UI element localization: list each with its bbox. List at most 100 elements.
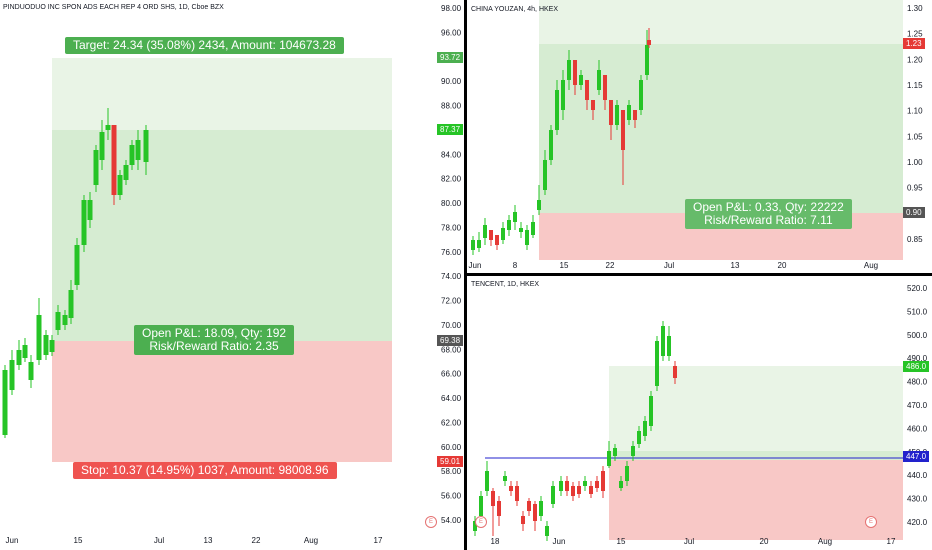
- y-tick-label: 500.0: [907, 331, 928, 340]
- pane-divider-vertical[interactable]: [464, 0, 467, 550]
- x-tick-label: Jun: [553, 537, 566, 546]
- pane-divider-horizontal[interactable]: [467, 273, 932, 276]
- pnl-label: Open P&L: 0.33, Qty: 22222 Risk/Reward R…: [685, 199, 852, 229]
- profit-zone: [52, 130, 392, 341]
- candle-body: [473, 521, 477, 531]
- candle-body: [87, 200, 93, 220]
- chart-canvas-tencent[interactable]: 18 Jun 15 Jul 20 Aug 17: [467, 276, 903, 550]
- loss-zone: [52, 341, 392, 462]
- price-axis-left[interactable]: 98.0096.0092.0090.0088.0086.0084.0082.00…: [437, 0, 464, 550]
- chart-title: TENCENT, 1D, HKEX: [471, 281, 540, 288]
- x-tick-label: 20: [760, 537, 769, 546]
- chart-canvas-pinduoduo[interactable]: Jun 15 Jul 13 22 Aug 17: [0, 0, 437, 550]
- pnl-label: Open P&L: 18.09, Qty: 192 Risk/Reward Ra…: [134, 325, 295, 355]
- candle-body: [497, 501, 501, 516]
- earnings-icon[interactable]: E: [425, 516, 437, 528]
- y-tick-label: 84.00: [441, 150, 462, 159]
- candle-body: [503, 476, 507, 481]
- candle-body: [561, 80, 565, 110]
- y-tick-label: 90.00: [441, 77, 462, 86]
- chart-pane-pinduoduo[interactable]: Jun 15 Jul 13 22 Aug 17 PINDUODUO INC SPON ADS…: [0, 0, 437, 550]
- x-axis: Jun 15 Jul 13 22 Aug 17: [6, 536, 383, 545]
- candle-body: [549, 130, 553, 160]
- candle-body: [2, 370, 8, 435]
- x-tick-label: Jun: [6, 536, 19, 545]
- pnl-line2: Risk/Reward Ratio: 7.11: [704, 213, 833, 227]
- y-tick-label: 440.0: [907, 471, 928, 480]
- x-tick-label: 8: [513, 261, 518, 270]
- candle-body: [571, 486, 575, 496]
- candle-body: [129, 145, 135, 165]
- candle-body: [601, 471, 605, 491]
- candle-body: [633, 110, 637, 120]
- candle-body: [539, 501, 543, 516]
- y-axis-bottom-right: 520.0510.0500.0490.0480.0470.0460.0450.0…: [907, 284, 928, 527]
- y-tick-label: 72.00: [441, 297, 462, 306]
- x-tick-label: Aug: [818, 537, 832, 546]
- candle-body: [36, 315, 42, 360]
- candle-body: [643, 421, 647, 436]
- y-tick-label: 1.10: [907, 107, 923, 116]
- candle-body: [645, 45, 649, 75]
- candle-body: [117, 175, 123, 195]
- chart-pane-china-youzan[interactable]: Jun 8 15 22 Jul 13 20 Aug CHINA YOUZAN, 4h, HKE…: [467, 0, 903, 273]
- y-tick-label: 1.15: [907, 81, 923, 90]
- y-tick-label: 0.95: [907, 184, 923, 193]
- y-tick-label: 1.05: [907, 132, 923, 141]
- y-tick-label: 80.00: [441, 199, 462, 208]
- candle-body: [527, 501, 531, 511]
- y-tick-label: 62.00: [441, 418, 462, 427]
- y-tick-label: 420.0: [907, 518, 928, 527]
- candle-body: [483, 225, 487, 238]
- candle-body: [565, 481, 569, 491]
- current-price-tag: 486.0: [903, 361, 930, 372]
- candle-body: [533, 504, 537, 521]
- stop-price-tag: 59.01: [437, 456, 464, 467]
- candle-body: [525, 230, 529, 245]
- y-tick-label: 98.00: [441, 4, 462, 13]
- current-price-tag: 1.23: [903, 38, 925, 49]
- candle-body: [495, 235, 499, 245]
- earnings-icon[interactable]: E: [475, 516, 487, 528]
- y-tick-label: 460.0: [907, 424, 928, 433]
- candle-body: [111, 125, 117, 195]
- candle-body: [585, 80, 589, 100]
- target-zone-light: [539, 0, 903, 44]
- entry-price-tag: 69.38: [437, 335, 464, 346]
- x-tick-label: Jul: [684, 537, 694, 546]
- profit-zone: [539, 44, 903, 213]
- candle-body: [49, 340, 55, 352]
- candle-body: [613, 448, 617, 456]
- y-tick-label: 470.0: [907, 401, 928, 410]
- y-tick-label: 70.00: [441, 321, 462, 330]
- candle-body: [649, 396, 653, 426]
- candle-body: [9, 360, 15, 390]
- price-axis-top-right[interactable]: 1.30 1.25 1.20 1.15 1.10 1.05 1.00 0.95 0.90 0.85…: [903, 0, 932, 273]
- candle-body: [591, 100, 595, 110]
- earnings-icon-2[interactable]: E: [865, 516, 877, 528]
- x-tick-label: 22: [252, 536, 261, 545]
- candle-body: [543, 160, 547, 190]
- y-tick-label: 82.00: [441, 175, 462, 184]
- target-label: Target: 24.34 (35.08%) 2434, Amount: 104…: [65, 37, 344, 54]
- candle-body: [509, 486, 513, 491]
- x-tick-label: Jul: [154, 536, 164, 545]
- chart-canvas-youzan[interactable]: Jun 8 15 22 Jul 13 20 Aug: [467, 0, 903, 273]
- target-price-tag: 93.72: [437, 52, 464, 63]
- entry-price-tag: 447.0: [903, 451, 930, 462]
- candle-body: [93, 150, 99, 185]
- price-candles: [2, 108, 149, 438]
- candle-body: [513, 212, 517, 222]
- y-tick-label: 60.00: [441, 443, 462, 452]
- candle-body: [609, 100, 613, 125]
- candle-body: [567, 60, 571, 80]
- pnl-line1: Open P&L: 18.09, Qty: 192: [142, 326, 287, 340]
- candle-body: [81, 200, 87, 245]
- candle-body: [531, 222, 535, 235]
- x-tick-label: 13: [731, 261, 740, 270]
- price-axis-bottom-right[interactable]: 520.0510.0500.0490.0480.0470.0460.0450.0…: [903, 276, 932, 550]
- x-tick-label: 15: [560, 261, 569, 270]
- chart-pane-tencent[interactable]: 18 Jun 15 Jul 20 Aug 17 TENCENT, 1D, HKEX E E: [467, 276, 903, 550]
- candle-body: [135, 140, 141, 160]
- candle-body: [105, 125, 111, 130]
